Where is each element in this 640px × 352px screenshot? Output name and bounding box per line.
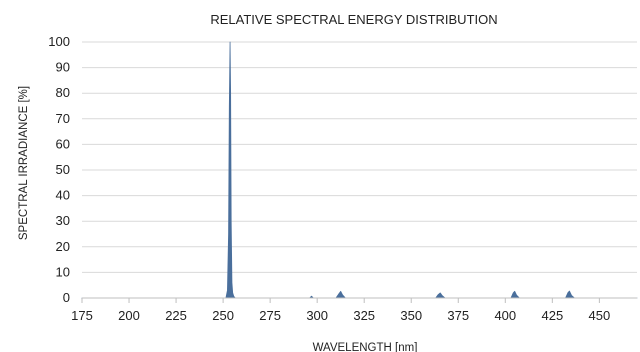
y-tick-label: 80 bbox=[56, 85, 70, 100]
y-tick-label: 20 bbox=[56, 239, 70, 254]
y-tick-label: 10 bbox=[56, 264, 70, 279]
x-tick-label: 450 bbox=[589, 308, 611, 323]
x-tick-label: 350 bbox=[400, 308, 422, 323]
y-tick-label: 60 bbox=[56, 136, 70, 151]
y-tick-label: 100 bbox=[48, 34, 70, 49]
x-tick-labels: 175 200 225 250 275 300 325 350 375 400 425 450 bbox=[71, 298, 610, 323]
y-tick-label: 30 bbox=[56, 213, 70, 228]
x-axis-label: WAVELENGTH [nm] bbox=[313, 342, 418, 352]
y-axis-label: SPECTRAL IRRADIANCE [%] bbox=[18, 86, 30, 240]
x-tick-label: 175 bbox=[71, 308, 93, 323]
y-tick-label: 70 bbox=[56, 111, 70, 126]
x-tick-label: 275 bbox=[259, 308, 281, 323]
x-tick-label: 425 bbox=[541, 308, 563, 323]
y-tick-label: 50 bbox=[56, 162, 70, 177]
x-tick-label: 250 bbox=[212, 308, 234, 323]
grid-lines bbox=[82, 41, 637, 273]
x-tick-label: 400 bbox=[494, 308, 516, 323]
y-tick-label: 40 bbox=[56, 188, 70, 203]
chart-title: RELATIVE SPECTRAL ENERGY DISTRIBUTION bbox=[210, 12, 497, 27]
x-tick-label: 325 bbox=[353, 308, 375, 323]
x-tick-label: 225 bbox=[165, 308, 187, 323]
x-tick-label: 200 bbox=[118, 308, 140, 323]
y-tick-label: 0 bbox=[63, 290, 70, 305]
y-tick-label: 90 bbox=[56, 60, 70, 75]
y-tick-labels: 0 10 20 30 40 50 60 70 80 90 100 bbox=[48, 34, 70, 305]
x-tick-label: 375 bbox=[447, 308, 469, 323]
x-tick-label: 300 bbox=[306, 308, 328, 323]
